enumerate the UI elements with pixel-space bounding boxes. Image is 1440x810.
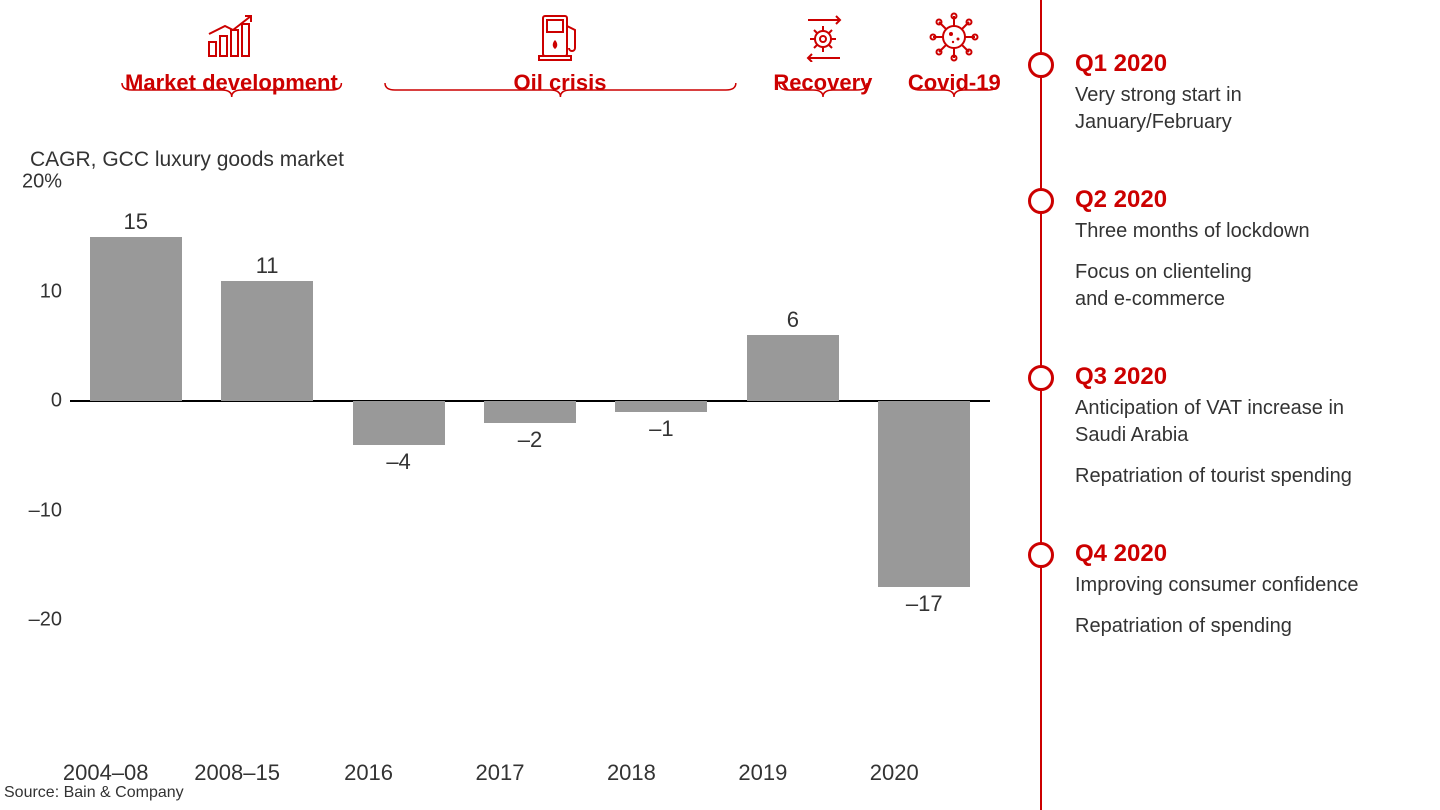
bar-column: 6 [727, 182, 858, 642]
bar [221, 281, 313, 401]
timeline-items: Q1 2020 Very strong start in January/Febr… [1010, 50, 1440, 640]
period-brace [120, 81, 343, 104]
timeline-dot [1028, 365, 1054, 391]
timeline-item: Q1 2020 Very strong start in January/Febr… [1010, 50, 1440, 136]
bar-value-label: 11 [201, 253, 332, 279]
timeline-item: Q3 2020 Anticipation of VAT increase in S… [1010, 363, 1440, 490]
timeline-title: Q1 2020 [1075, 50, 1440, 78]
growth-chart-icon [100, 10, 363, 62]
timeline-text: Improving consumer confidence [1075, 572, 1440, 599]
x-axis-label: 2017 [434, 760, 565, 786]
timeline-dot [1028, 188, 1054, 214]
chart-plot: 20%100–10–20 1511–4–2–16–17 [70, 182, 990, 642]
bar [90, 237, 182, 401]
x-axis-label: 2020 [829, 760, 960, 786]
source-text: Source: Bain & Company [4, 784, 184, 802]
timeline-area: Q1 2020 Very strong start in January/Febr… [1010, 0, 1440, 810]
period-headers: Market development Oil crisis Recovery C… [30, 10, 1010, 140]
y-axis: 20%100–10–20 [25, 182, 70, 642]
x-axis-label: 2018 [566, 760, 697, 786]
bar-column: –17 [859, 182, 990, 642]
y-tick-label: 10 [12, 280, 62, 303]
timeline-text: Repatriation of tourist spending [1075, 463, 1440, 490]
timeline-dot [1028, 542, 1054, 568]
bar [615, 401, 707, 412]
bar-value-label: –17 [859, 591, 990, 617]
period-brace [777, 81, 869, 104]
bar-column: 11 [201, 182, 332, 642]
bar-column: –1 [596, 182, 727, 642]
y-tick-label: –10 [12, 499, 62, 522]
bar-value-label: –4 [333, 449, 464, 475]
timeline-item: Q4 2020 Improving consumer confidence Repa… [1010, 540, 1440, 640]
bar-value-label: –1 [596, 416, 727, 442]
period-brace [908, 81, 1000, 104]
x-axis-label: 2016 [303, 760, 434, 786]
bar [484, 401, 576, 423]
period-header: Covid-19 [889, 10, 1020, 102]
timeline-text: Repatriation of spending [1075, 613, 1440, 640]
period-header: Oil crisis [363, 10, 757, 102]
timeline-title: Q4 2020 [1075, 540, 1440, 568]
y-tick-label: 20% [12, 171, 62, 194]
bar-value-label: 6 [727, 307, 858, 333]
bar [747, 335, 839, 401]
period-header: Recovery [757, 10, 888, 102]
y-tick-label: 0 [12, 390, 62, 413]
bar-column: –2 [464, 182, 595, 642]
x-axis-label: 2004–08 [40, 760, 171, 786]
period-brace [383, 81, 738, 104]
timeline-item: Q2 2020 Three months of lockdown Focus on … [1010, 186, 1440, 313]
bar [353, 401, 445, 445]
timeline-title: Q2 2020 [1075, 186, 1440, 214]
bar-value-label: 15 [70, 209, 201, 235]
chart-area: Market development Oil crisis Recovery C… [0, 0, 1010, 810]
bar-value-label: –2 [464, 427, 595, 453]
timeline-text: Three months of lockdown [1075, 218, 1440, 245]
gear-cycle-icon [757, 10, 888, 62]
bar [878, 401, 970, 587]
period-header: Market development [100, 10, 363, 102]
y-tick-label: –20 [12, 609, 62, 632]
bars-container: 1511 –4–2–1 6 –17 [70, 182, 990, 642]
timeline-title: Q3 2020 [1075, 363, 1440, 391]
virus-icon [889, 10, 1020, 62]
timeline-dot [1028, 52, 1054, 78]
fuel-pump-icon [363, 10, 757, 62]
x-axis-label: 2019 [697, 760, 828, 786]
x-axis-label: 2008–15 [171, 760, 302, 786]
bar-column: –4 [333, 182, 464, 642]
timeline-text: Anticipation of VAT increase in Saudi Ar… [1075, 395, 1440, 449]
chart-title: CAGR, GCC luxury goods market [30, 148, 1010, 172]
timeline-text: Focus on clienteling and e-commerce [1075, 259, 1440, 313]
bar-column: 15 [70, 182, 201, 642]
timeline-text: Very strong start in January/February [1075, 82, 1440, 136]
